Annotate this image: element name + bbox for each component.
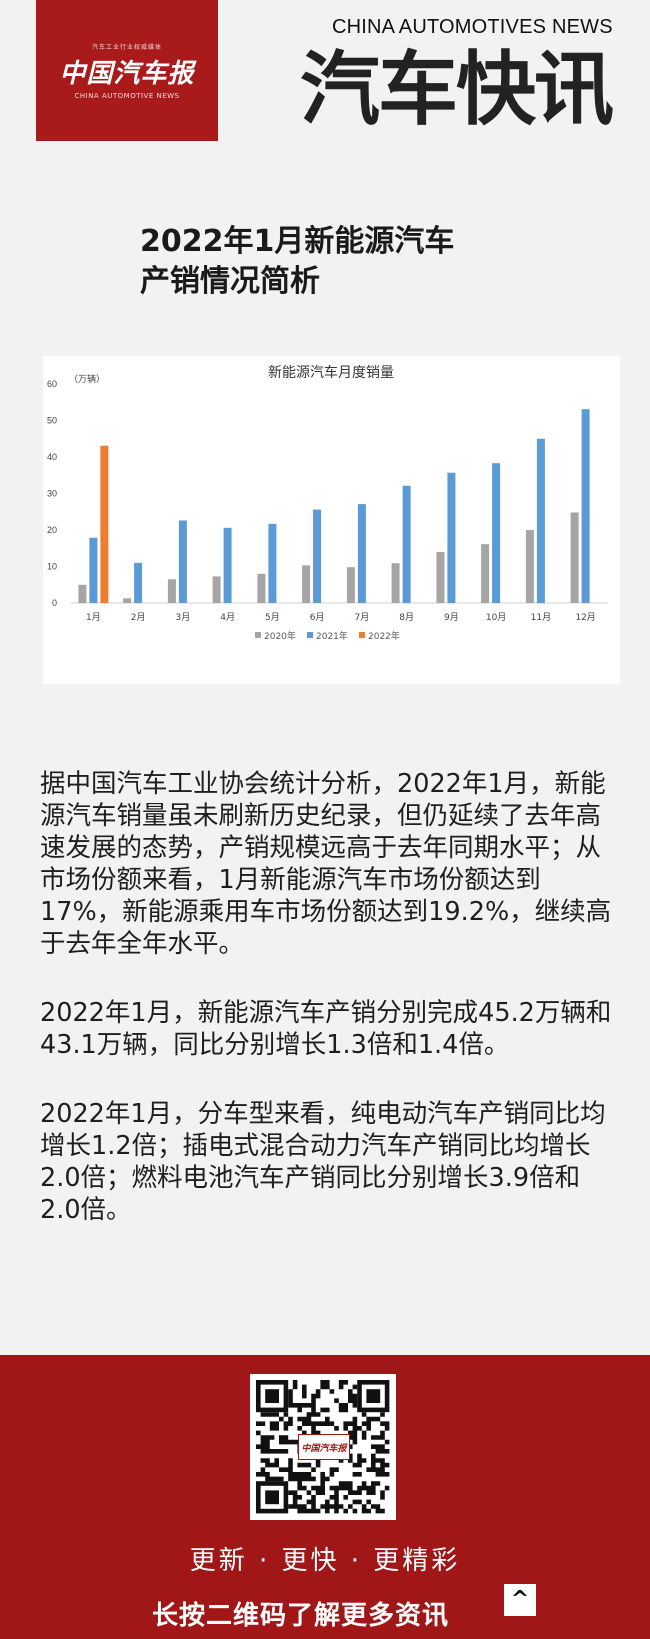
qr-code[interactable]: 中国汽车报 — [250, 1374, 396, 1520]
y-tick-label: 20 — [47, 525, 57, 535]
bar — [257, 573, 266, 603]
footer-call-to-action: 长按二维码了解更多资讯 — [152, 1601, 450, 1631]
bar — [268, 523, 277, 603]
bar — [134, 562, 143, 603]
x-tick-label: 10月 — [486, 612, 506, 623]
qr-finder-pattern — [256, 1380, 289, 1413]
bar — [525, 530, 534, 603]
bar — [436, 551, 445, 603]
article-paragraph-1: 据中国汽车工业协会统计分析，2022年1月，新能源汽车销量虽未刷新历史纪录，但仍… — [40, 769, 612, 959]
legend-swatch — [255, 632, 261, 638]
x-tick-label: 1月 — [86, 612, 101, 623]
logo-text: 中国汽车报 — [59, 58, 195, 89]
qr-finder-pattern — [357, 1380, 390, 1413]
legend-swatch — [307, 632, 313, 638]
y-tick-label: 10 — [47, 562, 57, 572]
article-headline: 2022年1月新能源汽车 产销情况简析 — [140, 222, 560, 302]
logo-tagline: 汽车工业行业权威媒体 — [91, 43, 162, 51]
y-tick-label: 30 — [47, 489, 57, 499]
bar — [89, 537, 98, 603]
sales-chart: 新能源汽车月度销量 （万辆） 0 10 20 30 40 50 60 1月 2月 3月 4月 5月 6月 7月… — [43, 356, 620, 684]
bar — [212, 576, 221, 603]
qr-finder-pattern — [256, 1481, 289, 1514]
footer: 中国汽车报 更新 · 更快 · 更精彩 长按二维码了解更多资讯 — [0, 1355, 650, 1639]
x-tick-label: 7月 — [355, 612, 370, 623]
bar — [481, 544, 490, 603]
footer-slogan: 更新 · 更快 · 更精彩 — [189, 1546, 461, 1576]
scroll-up-icon[interactable]: ^ — [504, 1584, 536, 1616]
y-tick-label: 0 — [52, 598, 57, 608]
y-tick-label: 50 — [47, 416, 57, 426]
bar — [402, 485, 411, 603]
sales-chart-svg: 新能源汽车月度销量 （万辆） 0 10 20 30 40 50 60 1月 2月 3月 4月 5月 6月 7月… — [47, 364, 608, 642]
headline-line-2: 产销情况简析 — [140, 264, 320, 299]
chart-unit-label: （万辆） — [69, 373, 105, 385]
article-paragraph-2: 2022年1月，新能源汽车产销分别完成45.2万辆和43.1万辆，同比分别增长1… — [40, 998, 612, 1060]
logo-subtitle: CHINA AUTOMOTIVE NEWS — [74, 91, 180, 100]
qr-center-logo: 中国汽车报 — [298, 1434, 350, 1460]
bar — [302, 565, 311, 603]
legend-entry: 2022年 — [368, 630, 400, 642]
qr-modules — [256, 1380, 390, 1514]
bar — [570, 512, 579, 603]
bar — [346, 567, 355, 603]
x-tick-label: 11月 — [531, 612, 551, 623]
brand-chinese-name: 汽车快讯 — [300, 43, 614, 136]
legend-entry: 2020年 — [264, 630, 296, 642]
x-tick-label: 8月 — [399, 612, 414, 623]
bar — [536, 438, 545, 604]
legend-entry: 2021年 — [316, 630, 348, 642]
x-tick-label: 3月 — [176, 612, 191, 623]
y-tick-label: 40 — [47, 452, 57, 462]
x-tick-label: 9月 — [444, 612, 459, 623]
bar — [492, 463, 501, 603]
x-tick-label: 5月 — [265, 612, 280, 623]
bar — [313, 509, 322, 603]
bar — [223, 527, 232, 603]
x-tick-label: 6月 — [310, 612, 325, 623]
x-tick-label: 4月 — [220, 612, 235, 623]
bar — [581, 409, 590, 603]
bar — [167, 579, 176, 603]
qr-code-pattern — [256, 1380, 390, 1514]
bar — [357, 504, 366, 603]
x-tick-label: 12月 — [575, 612, 595, 623]
bar — [447, 472, 456, 603]
newspaper-logo: 汽车工业行业权威媒体 中国汽车报 CHINA AUTOMOTIVE NEWS — [36, 0, 218, 141]
bar — [123, 598, 132, 603]
bar — [100, 445, 109, 603]
legend-swatch — [359, 632, 365, 638]
bar — [391, 563, 400, 603]
x-tick-label: 2月 — [131, 612, 146, 623]
article-paragraph-3: 2022年1月，分车型来看，纯电动汽车产销同比均增长1.2倍；插电式混合动力汽车… — [40, 1099, 606, 1225]
chart-title: 新能源汽车月度销量 — [268, 364, 394, 381]
bar — [78, 584, 87, 604]
headline-line-1: 2022年1月新能源汽车 — [140, 224, 455, 259]
bar — [178, 520, 187, 603]
y-tick-label: 60 — [47, 379, 57, 389]
article-body: 据中国汽车工业协会统计分析，2022年1月，新能源汽车销量虽未刷新历史纪录，但仍… — [40, 768, 618, 1263]
brand-english-name: CHINA AUTOMOTIVES NEWS — [332, 16, 613, 38]
